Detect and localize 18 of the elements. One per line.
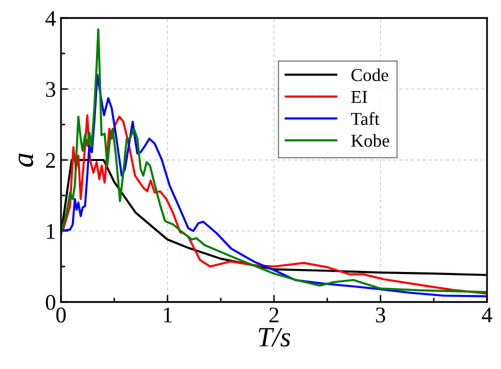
x-tick-label: 4 — [482, 308, 492, 322]
x-tick-label: 2 — [269, 308, 278, 322]
x-tick-label: 0 — [56, 308, 66, 322]
x-axis-title: T/s — [258, 328, 290, 347]
legend-label: Code — [351, 68, 388, 82]
y-tick-label: 4 — [45, 11, 56, 26]
line-series — [62, 114, 487, 295]
legend-label: EI — [351, 91, 368, 103]
y-tick-label: 1 — [46, 224, 55, 239]
line-series — [61, 28, 487, 294]
y-axis-title: a — [18, 154, 34, 167]
legend-label: Taft — [351, 112, 380, 125]
y-tick-label: 3 — [46, 82, 56, 97]
legend-label: Kobe — [351, 134, 390, 147]
x-tick-label: 3 — [376, 308, 386, 322]
y-tick-label: 2 — [46, 152, 55, 168]
x-tick-label: 1 — [164, 308, 172, 322]
y-tick-label: 0 — [46, 294, 56, 310]
